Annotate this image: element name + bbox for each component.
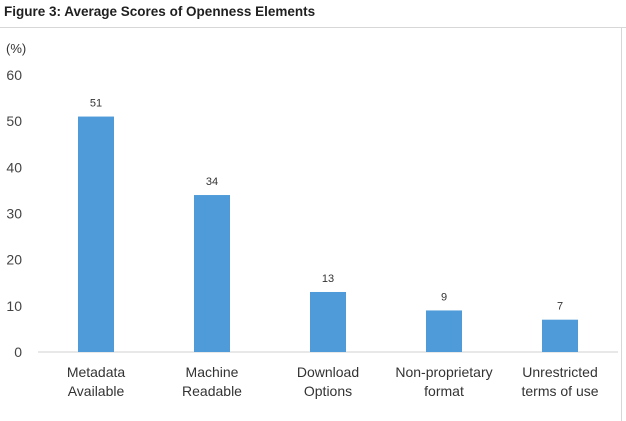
x-category-label-line: Download: [297, 364, 359, 380]
title-bar: Figure 3: Average Scores of Openness Ele…: [0, 0, 626, 28]
plot-panel: (%) 0 10 20 30 40 50 60 51 Metadata Available 34 Mac…: [0, 28, 622, 421]
y-tick-label: 60: [6, 67, 22, 83]
bar: [194, 195, 230, 352]
y-axis-unit-label: (%): [6, 41, 26, 56]
y-tick-label: 40: [6, 159, 22, 175]
data-label: 51: [90, 98, 102, 110]
data-label: 9: [441, 291, 447, 303]
x-category-label-line: Unrestricted: [522, 364, 597, 380]
x-category-label-line: Options: [304, 383, 352, 399]
x-category-label: Non-proprietary format: [395, 364, 492, 399]
data-label: 34: [206, 176, 218, 188]
x-category-label: Machine Readable: [182, 364, 242, 399]
x-category-label-line: Metadata: [67, 364, 126, 380]
y-tick-label: 50: [6, 113, 22, 129]
x-category-label: Download Options: [297, 364, 359, 399]
y-tick-label: 0: [14, 344, 22, 360]
bar: [78, 116, 114, 352]
data-label: 7: [557, 301, 563, 313]
x-category-label: Unrestricted terms of use: [521, 364, 598, 399]
bar: [426, 310, 462, 352]
chart-title: Figure 3: Average Scores of Openness Ele…: [4, 4, 316, 19]
bar-chart: (%) 0 10 20 30 40 50 60 51 Metadata Available 34 Mac…: [6, 41, 618, 399]
y-tick-label: 20: [6, 252, 22, 268]
bar: [310, 291, 346, 352]
x-category-label-line: Readable: [182, 383, 242, 399]
y-tick-label: 10: [6, 298, 22, 314]
x-category-label-line: Available: [68, 383, 125, 399]
x-category-label-line: format: [424, 383, 464, 399]
y-tick-label: 30: [6, 206, 22, 222]
x-category-label-line: Non-proprietary: [395, 364, 492, 380]
x-category-label-line: terms of use: [521, 383, 598, 399]
bar: [542, 319, 578, 352]
x-category-label: Metadata Available: [67, 364, 126, 399]
x-category-label-line: Machine: [186, 364, 239, 380]
data-label: 13: [322, 273, 334, 285]
